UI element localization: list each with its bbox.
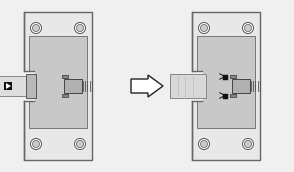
Circle shape [31,138,41,149]
Bar [26,74,36,98]
Circle shape [74,138,86,149]
Bar [223,94,228,99]
Circle shape [76,24,83,31]
Bar [230,75,236,78]
Bar [64,79,82,93]
Circle shape [201,24,208,31]
Circle shape [33,24,39,31]
Circle shape [245,141,251,148]
Bar [62,75,68,78]
Bar [223,74,228,79]
Bar [4,82,12,90]
Bar [29,36,87,128]
Bar [197,36,255,128]
Circle shape [198,23,210,34]
Bar [232,79,250,93]
Bar [192,12,260,160]
Circle shape [74,23,86,34]
Bar [24,12,92,160]
Circle shape [243,23,253,34]
Circle shape [243,138,253,149]
Polygon shape [131,75,163,97]
Bar [230,94,236,97]
Bar [23,71,35,101]
Circle shape [76,141,83,148]
Circle shape [245,24,251,31]
Bar [191,71,203,101]
Circle shape [33,141,39,148]
Circle shape [31,23,41,34]
Bar [62,94,68,97]
Circle shape [201,141,208,148]
Bar [170,74,206,98]
Polygon shape [6,83,11,89]
Bar [0,76,36,96]
Circle shape [198,138,210,149]
